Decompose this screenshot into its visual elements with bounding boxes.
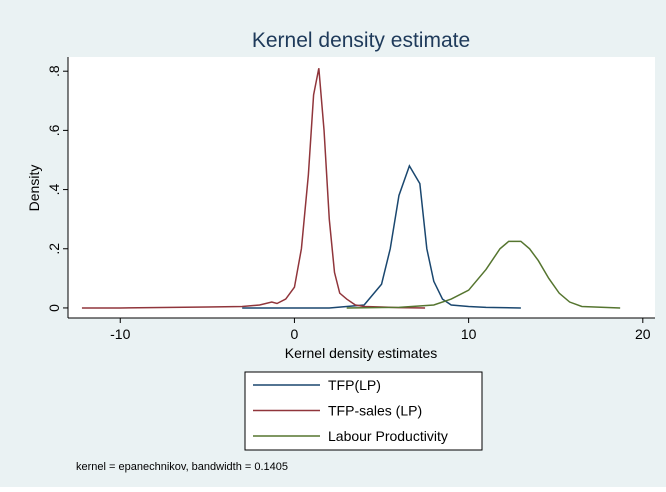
x-tick-label: 10 [461,326,477,342]
x-tick-label: -10 [110,326,130,342]
density-line [346,240,621,309]
y-tick-label: .2 [46,243,62,255]
density-line [81,68,426,309]
legend-label: TFP(LP) [328,377,381,393]
y-tick-label: 0 [46,304,62,312]
plot-area [68,57,655,318]
chart-title: Kernel density estimate [252,29,470,52]
note: kernel = epanechnikov, bandwidth = 0.140… [76,461,288,473]
y-tick-label: .4 [46,184,62,196]
x-axis-title: Kernel density estimates [285,345,438,361]
y-tick-label: .8 [46,65,62,77]
x-tick-label: 0 [291,326,299,342]
legend-label: Labour Productivity [328,428,448,444]
y-axis-title: Density [26,165,42,212]
density-line [242,164,521,309]
x-tick-label: 20 [635,326,651,342]
legend-label: TFP-sales (LP) [328,403,422,419]
y-tick-label: .6 [46,124,62,136]
